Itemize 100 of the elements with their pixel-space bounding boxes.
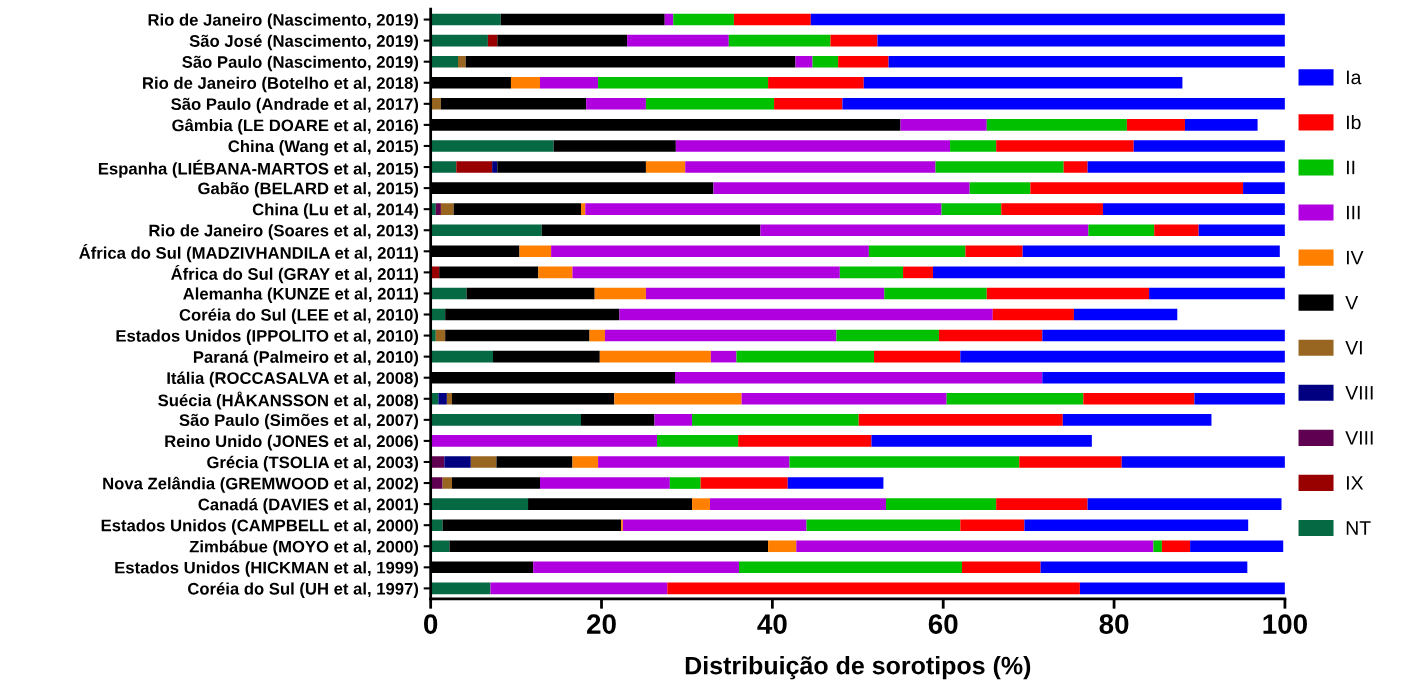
bar [1190, 540, 1284, 553]
bar [1161, 540, 1191, 553]
bar [888, 55, 1285, 68]
bar [490, 582, 668, 595]
y-tick-label: China (Wang et al, 2015) [228, 139, 419, 156]
bar [657, 435, 739, 447]
bar [960, 519, 1025, 531]
bar [1126, 119, 1185, 131]
bar [541, 224, 761, 237]
y-tick-label: Itália (ROCCASALVA et al, 2008) [167, 371, 419, 388]
bar [551, 245, 869, 258]
y-tick-label: Estados Unidos (CAMPBELL et al, 2000) [101, 519, 419, 535]
bar [1133, 140, 1285, 152]
bar [442, 519, 622, 531]
bar [996, 140, 1134, 152]
bar [493, 350, 600, 363]
bar [1088, 224, 1155, 237]
y-tick-label: Coréia do Sul (UH et al, 1997) [188, 582, 419, 598]
bar [430, 414, 582, 426]
bar [452, 477, 541, 489]
bar [614, 392, 742, 405]
bar [445, 308, 620, 321]
y-tick-label: Gabão (BELARD et al, 2015) [198, 182, 419, 198]
bar [1040, 561, 1248, 574]
bar [1042, 329, 1285, 342]
x-tick-label: 0 [424, 614, 438, 634]
legend-label: NT [1346, 521, 1371, 535]
y-tick-label: São Paulo (Simões et al, 2007) [179, 413, 419, 430]
bar [540, 76, 599, 89]
bar [1062, 414, 1212, 426]
bar [497, 34, 628, 47]
bar [453, 203, 582, 215]
y-tick-label: Coréia do Sul (LEE et al, 2010) [179, 308, 419, 325]
bar [1087, 498, 1282, 510]
bar [868, 245, 966, 258]
bar [430, 519, 443, 531]
x-tick-label: 40 [757, 614, 787, 634]
bar [692, 414, 859, 426]
bar [445, 329, 590, 342]
bar [598, 76, 769, 89]
y-tick-label: Estados Unidos (IPPOLITO et al, 2010) [116, 329, 419, 346]
y-tick-label: Gâmbia (LE DOARE et al, 2016) [172, 118, 419, 135]
bar [903, 266, 933, 279]
bar [586, 98, 646, 110]
bar [510, 76, 541, 89]
bar [465, 55, 796, 68]
bar [442, 477, 453, 489]
x-axis-title: Distribuição de sorotipos (%) [685, 656, 1031, 680]
y-tick-label: Reino Unido (JONES et al, 2006) [165, 434, 419, 451]
y-tick-label: Canadá (DAVIES et al, 2001) [198, 498, 419, 514]
bar [885, 498, 997, 510]
bar [858, 414, 1063, 426]
bar [1198, 224, 1285, 237]
legend-label: Ib [1346, 115, 1361, 130]
bar [739, 561, 963, 574]
legend-label: VI [1345, 341, 1362, 355]
legend-label: II [1346, 160, 1355, 175]
bar [466, 287, 595, 300]
bar [430, 477, 443, 489]
legend-label: Ia [1346, 70, 1362, 85]
bar [581, 203, 586, 215]
bar [685, 161, 936, 173]
bar [1042, 371, 1285, 384]
bar [871, 435, 1092, 447]
bar [768, 540, 797, 553]
bar [673, 13, 734, 26]
y-tick-label: Rio de Janeiro (Botelho et al, 2018) [143, 76, 419, 93]
bar [1001, 203, 1103, 215]
bar [430, 498, 529, 510]
bar [946, 392, 1084, 405]
bar [619, 308, 993, 321]
bar [439, 266, 539, 279]
y-tick-label: Estados Unidos (HICKMAN et al, 1999) [115, 561, 419, 577]
bar [667, 582, 1080, 595]
bar [599, 350, 711, 363]
bar [795, 55, 813, 68]
bar [456, 161, 493, 173]
y-tick-label: São Paulo (Nascimento, 2019) [182, 55, 419, 72]
legend-label: VIII [1345, 386, 1373, 400]
y-tick-label: São José (Nascimento, 2019) [189, 34, 419, 51]
bar [935, 161, 1064, 173]
bar [741, 392, 947, 405]
y-tick-label: Grécia (TSOLIA et al, 2003) [207, 455, 419, 472]
bar [622, 519, 807, 531]
legend-label: V [1345, 295, 1359, 310]
bar [1121, 456, 1285, 468]
bar [986, 119, 1127, 131]
bar [806, 519, 961, 531]
bar [932, 266, 1285, 279]
bar [1083, 392, 1195, 405]
y-tick-label: Rio de Janeiro (Soares et al, 2013) [149, 224, 419, 240]
bar [733, 13, 811, 26]
legend-label: IV [1346, 250, 1364, 265]
bar [440, 98, 587, 110]
y-tick-label: Nova Zelândia (GREMWOOD et al, 2002) [103, 476, 419, 493]
bar [1149, 287, 1285, 300]
bar [430, 582, 491, 595]
bar [430, 98, 441, 110]
bar [830, 34, 878, 47]
bar [446, 392, 453, 405]
